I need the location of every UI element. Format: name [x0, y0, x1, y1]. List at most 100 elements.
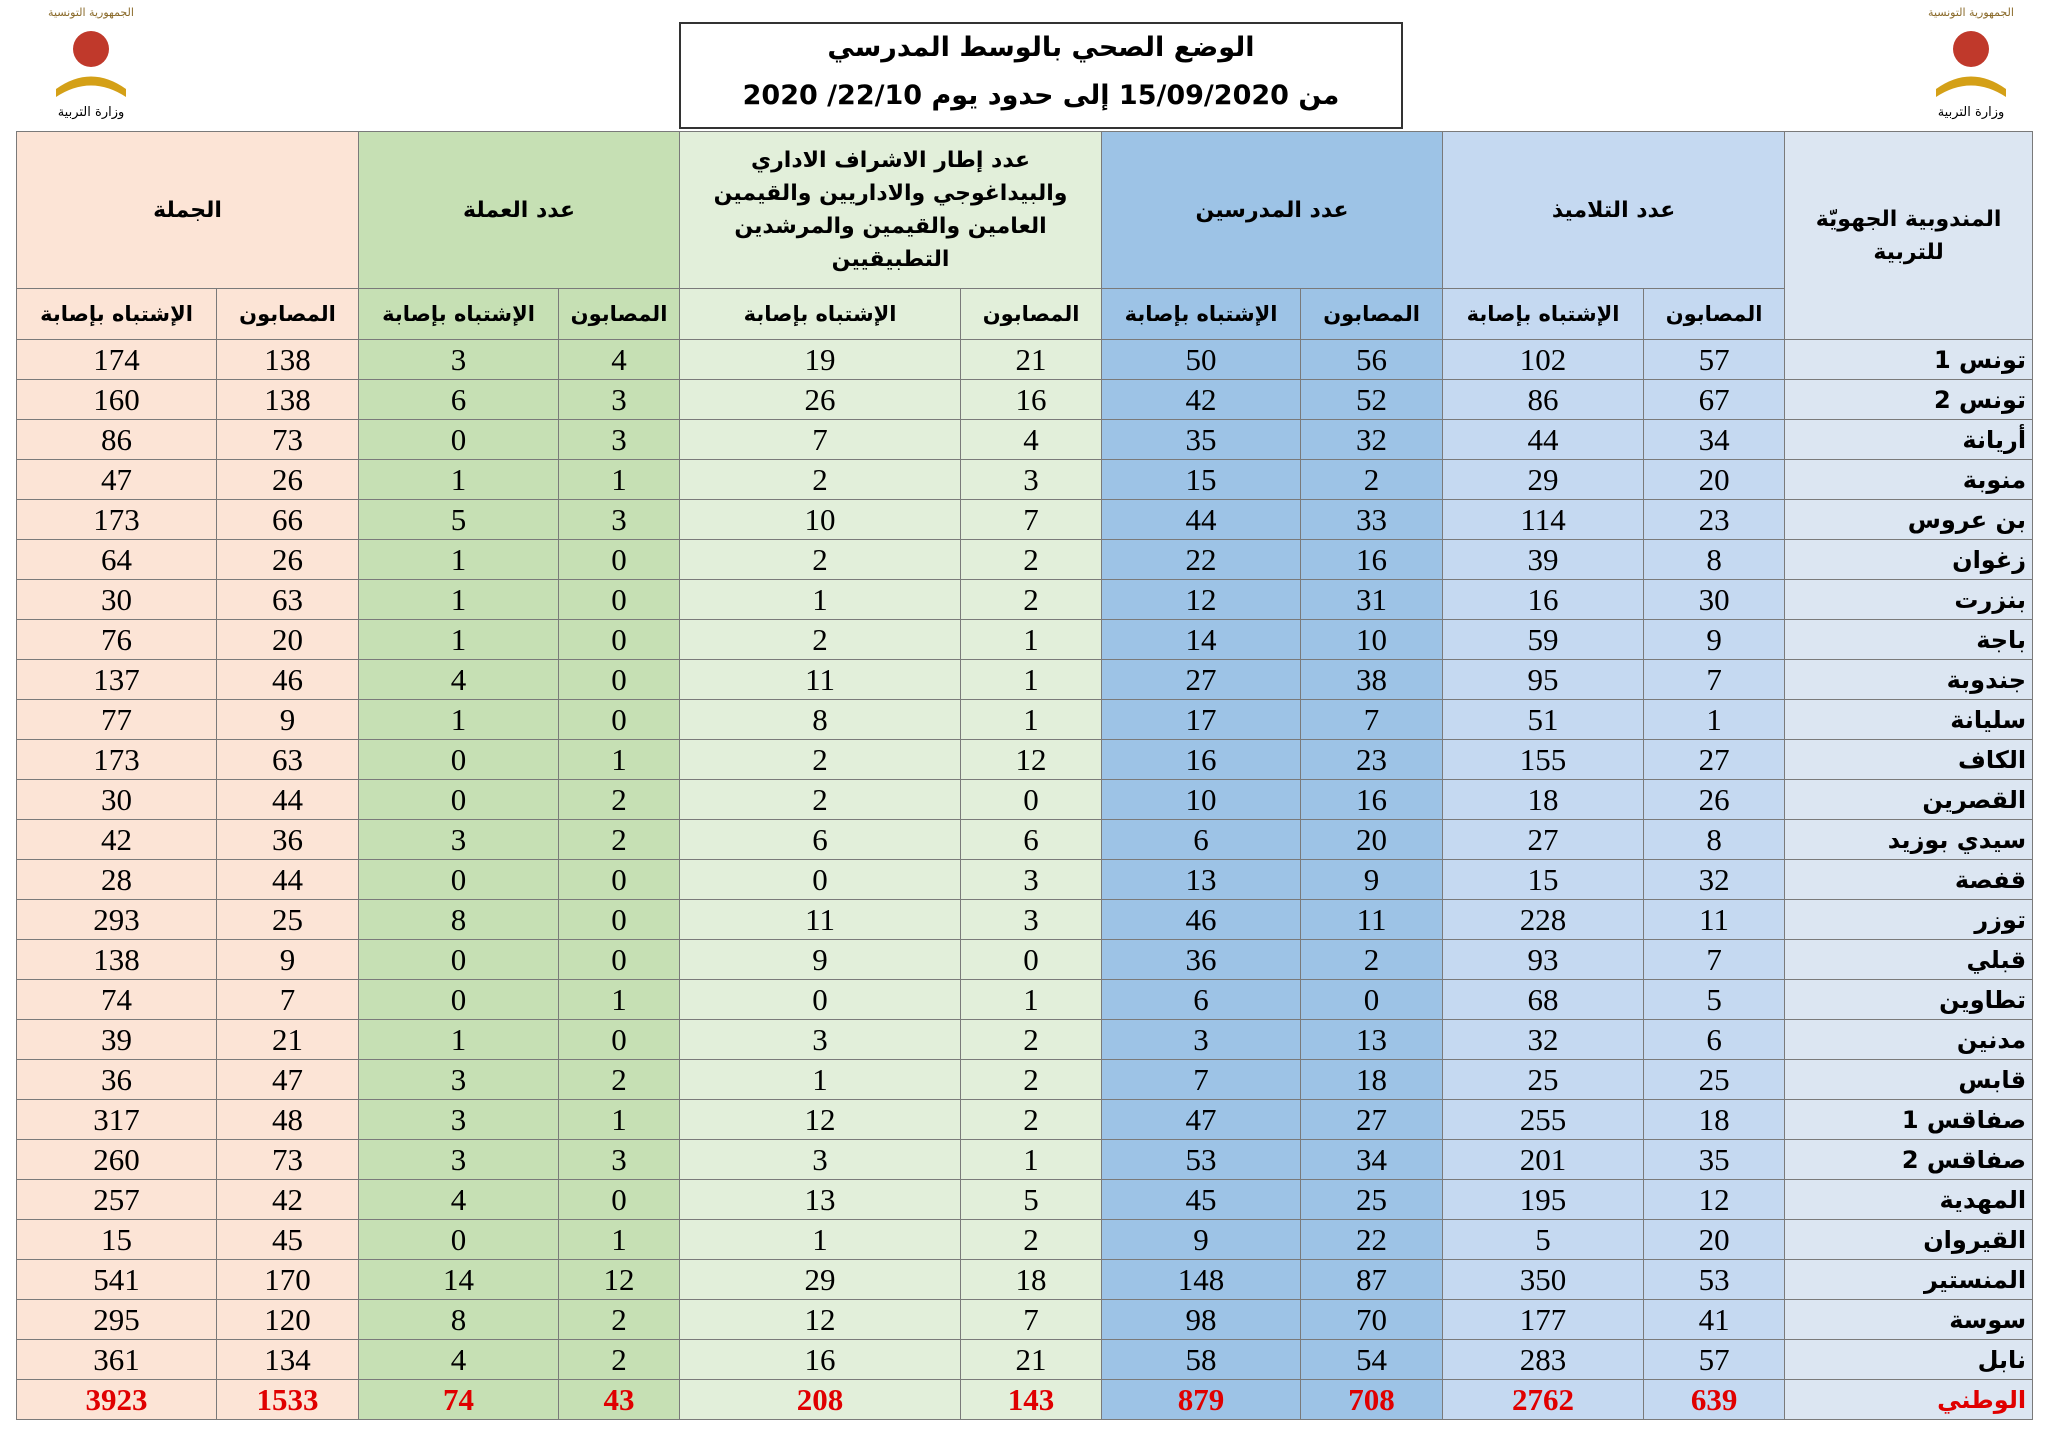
- number-cell: 35: [1643, 1139, 1786, 1180]
- number-cell: 56: [1300, 339, 1444, 380]
- number-cell: 6: [1101, 979, 1302, 1020]
- number-cell: 77: [15, 699, 218, 740]
- number-cell: 143: [960, 1379, 1103, 1420]
- number-cell: 7: [1643, 659, 1786, 700]
- logo-emblem: [56, 31, 126, 97]
- number-cell: 28: [15, 859, 218, 900]
- number-cell: 13: [1101, 859, 1302, 900]
- number-cell: 2762: [1442, 1379, 1645, 1420]
- number-cell: 86: [1442, 379, 1645, 420]
- number-cell: 2: [960, 539, 1103, 580]
- number-cell: 174: [15, 339, 218, 380]
- number-cell: 95: [1442, 659, 1645, 700]
- number-cell: 46: [1101, 899, 1302, 940]
- number-cell: 0: [558, 899, 681, 940]
- region-cell: تونس 1: [1784, 339, 2034, 380]
- number-cell: 7: [960, 499, 1103, 540]
- number-cell: 138: [216, 379, 360, 420]
- number-cell: 0: [558, 619, 681, 660]
- number-cell: 8: [1643, 819, 1786, 860]
- number-cell: 639: [1643, 1379, 1786, 1420]
- number-cell: 3: [358, 1099, 560, 1140]
- number-cell: 30: [15, 779, 218, 820]
- number-cell: 9: [1101, 1219, 1302, 1260]
- number-cell: 14: [1101, 619, 1302, 660]
- logo-top-text: الجمهورية التونسية: [48, 6, 134, 19]
- number-cell: 1533: [216, 1379, 360, 1420]
- number-cell: 16: [960, 379, 1103, 420]
- number-cell: 4: [960, 419, 1103, 460]
- group-header: عدد إطار الاشراف الاداري والبيداغوجي وال…: [679, 131, 1103, 289]
- number-cell: 160: [15, 379, 218, 420]
- region-cell: صفاقس 1: [1784, 1099, 2034, 1140]
- number-cell: 2: [960, 1099, 1103, 1140]
- number-cell: 3: [558, 419, 681, 460]
- number-cell: 879: [1101, 1379, 1302, 1420]
- region-cell: بنزرت: [1784, 579, 2034, 620]
- number-cell: 1: [679, 1219, 962, 1260]
- number-cell: 9: [1300, 859, 1444, 900]
- logo-caption: وزارة التربية: [1937, 105, 2005, 120]
- number-cell: 12: [1101, 579, 1302, 620]
- number-cell: 5: [960, 1179, 1103, 1220]
- region-cell: بن عروس: [1784, 499, 2034, 540]
- number-cell: 3: [358, 819, 560, 860]
- number-cell: 18: [960, 1259, 1103, 1300]
- number-cell: 3: [960, 899, 1103, 940]
- number-cell: 2: [960, 1019, 1103, 1060]
- number-cell: 1: [960, 619, 1103, 660]
- number-cell: 32: [1442, 1019, 1645, 1060]
- sub-header: الإشتباه بإصابة: [15, 288, 218, 340]
- number-cell: 1: [679, 579, 962, 620]
- region-cell: باجة: [1784, 619, 2034, 660]
- number-cell: 42: [15, 819, 218, 860]
- number-cell: 0: [558, 1019, 681, 1060]
- number-cell: 23: [1643, 499, 1786, 540]
- number-cell: 8: [679, 699, 962, 740]
- number-cell: 3: [1101, 1019, 1302, 1060]
- number-cell: 2: [1300, 459, 1444, 500]
- number-cell: 2: [960, 579, 1103, 620]
- title-box: الوضع الصحي بالوسط المدرسي من 15/09/2020…: [679, 22, 1403, 129]
- number-cell: 3: [358, 1059, 560, 1100]
- number-cell: 8: [358, 1299, 560, 1340]
- number-cell: 25: [1643, 1059, 1786, 1100]
- number-cell: 8: [358, 899, 560, 940]
- number-cell: 16: [1300, 779, 1444, 820]
- table-row: منوبة 20 29 2 15 3 2 1 1 26 47: [15, 459, 2034, 500]
- number-cell: 45: [216, 1219, 360, 1260]
- table-row: باجة 9 59 10 14 1 2 0 1 20 76: [15, 619, 2034, 660]
- number-cell: 0: [1300, 979, 1444, 1020]
- number-cell: 32: [1643, 859, 1786, 900]
- number-cell: 39: [15, 1019, 218, 1060]
- number-cell: 36: [216, 819, 360, 860]
- number-cell: 7: [679, 419, 962, 460]
- number-cell: 58: [1101, 1339, 1302, 1380]
- table-row: زغوان 8 39 16 22 2 2 0 1 26 64: [15, 539, 2034, 580]
- number-cell: 36: [15, 1059, 218, 1100]
- number-cell: 16: [1300, 539, 1444, 580]
- number-cell: 53: [1643, 1259, 1786, 1300]
- number-cell: 73: [216, 1139, 360, 1180]
- number-cell: 5: [1442, 1219, 1645, 1260]
- region-cell: قابس: [1784, 1059, 2034, 1100]
- number-cell: 1: [960, 979, 1103, 1020]
- number-cell: 0: [558, 939, 681, 980]
- number-cell: 295: [15, 1299, 218, 1340]
- number-cell: 11: [679, 899, 962, 940]
- number-cell: 26: [216, 539, 360, 580]
- title: الوضع الصحي بالوسط المدرسي: [827, 32, 1255, 63]
- number-cell: 35: [1101, 419, 1302, 460]
- number-cell: 708: [1300, 1379, 1444, 1420]
- number-cell: 2: [1300, 939, 1444, 980]
- number-cell: 1: [558, 1219, 681, 1260]
- region-header: المندوبية الجهويّة للتربية: [1784, 131, 2034, 340]
- number-cell: 21: [960, 1339, 1103, 1380]
- number-cell: 48: [216, 1099, 360, 1140]
- number-cell: 317: [15, 1099, 218, 1140]
- table-row: توزر 11 228 11 46 3 11 0 8 25 293: [15, 899, 2034, 940]
- number-cell: 76: [15, 619, 218, 660]
- number-cell: 134: [216, 1339, 360, 1380]
- number-cell: 1: [358, 579, 560, 620]
- number-cell: 93: [1442, 939, 1645, 980]
